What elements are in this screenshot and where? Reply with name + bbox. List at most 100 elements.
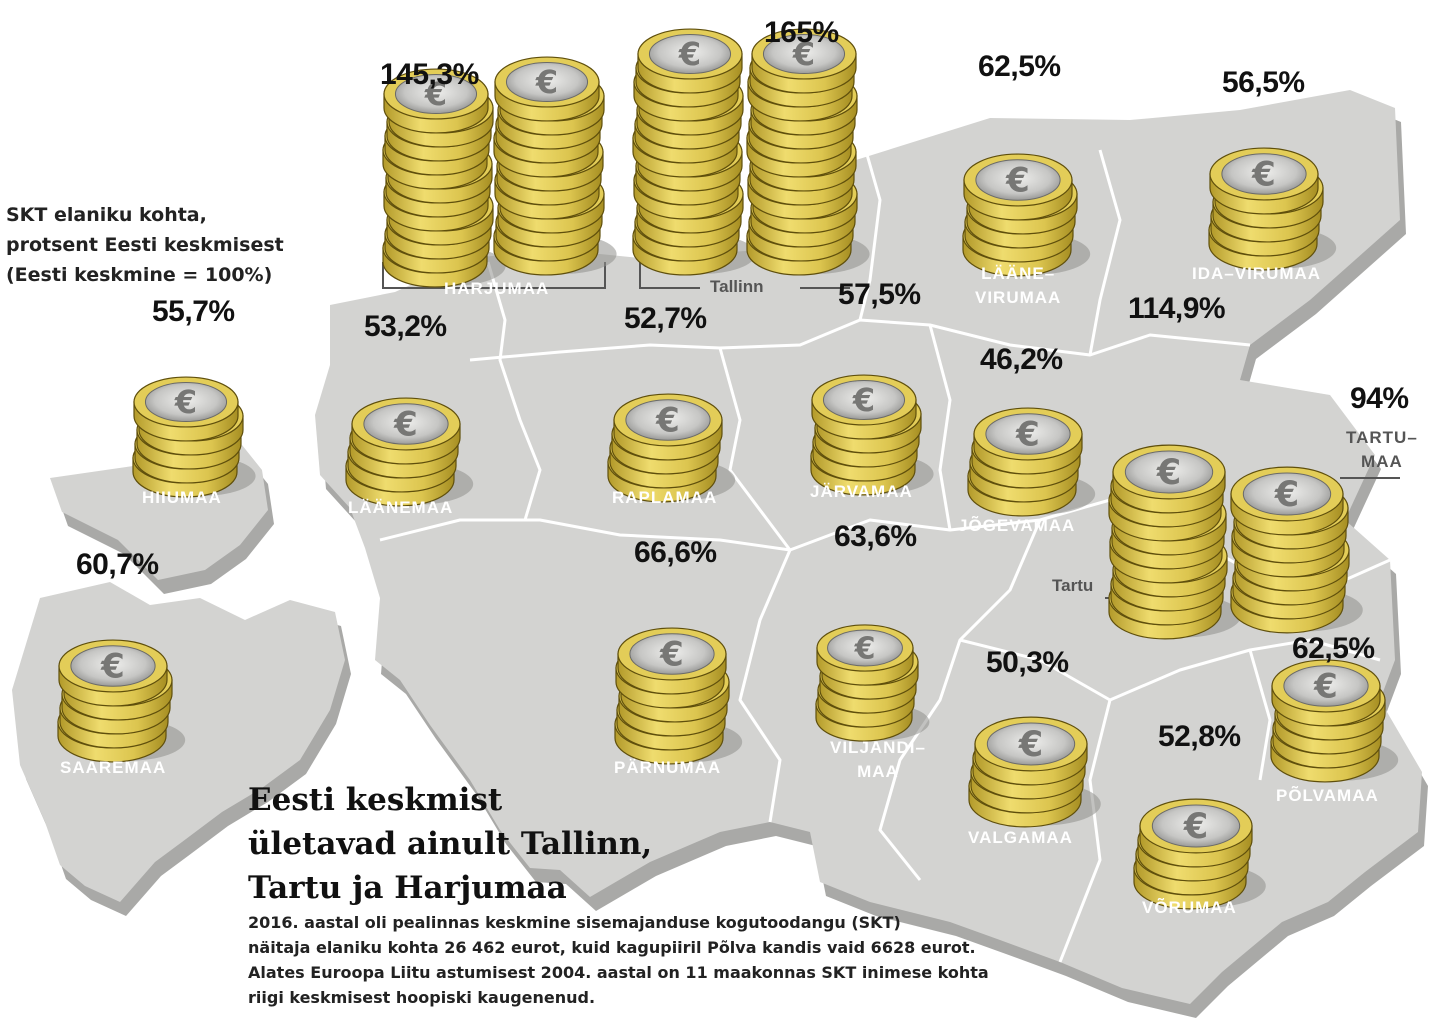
region-label-jarvamaa: JÄRVAMAA	[810, 482, 913, 501]
body-line-2: näitaja elaniku kohta 26 462 eurot, kuid…	[248, 938, 976, 957]
coin-center	[762, 34, 846, 74]
region-label-tartumaa: TARTU– MAA	[1346, 428, 1418, 471]
coin-stack-saaremaa: €	[57, 639, 186, 763]
coin-center	[985, 413, 1071, 455]
region-label-laanemaa: LÄÄNEMAA	[348, 498, 454, 517]
region-label-parnumaa: PÄRNUMAA	[614, 758, 722, 777]
euro-icon: €	[655, 401, 680, 441]
coin-stack-ida-virumaa: €	[1208, 147, 1337, 271]
coin-stack-tartu: €	[1108, 444, 1241, 640]
coin-center	[1242, 472, 1332, 516]
euro-icon: €	[1018, 725, 1043, 765]
euro-icon: €	[393, 405, 418, 445]
coin-stack-harjumaa: €	[382, 68, 506, 288]
euro-icon: €	[424, 75, 447, 113]
coin-center	[822, 380, 906, 420]
body-line-4: riigi keskmisest hoopiski kaugenenud.	[248, 988, 596, 1007]
coin-stack-j-gevamaa: €	[967, 407, 1096, 517]
headline-line-1: Eesti keskmist	[248, 782, 503, 818]
value-label-viljandimaa: 63,6%	[834, 520, 917, 553]
coin-center	[1151, 804, 1241, 848]
euro-icon: €	[174, 383, 197, 421]
euro-icon: €	[1156, 453, 1181, 493]
headline-line-3: Tartu ja Harjumaa	[248, 870, 567, 906]
value-label-jarvamaa: 57,5%	[838, 278, 921, 311]
value-label-jogevamaa: 46,2%	[980, 343, 1063, 376]
coin-stack-j-rvamaa: €	[810, 374, 934, 496]
euro-icon: €	[1274, 475, 1299, 515]
subtitle-line-2: protsent Eesti keskmisest	[6, 234, 284, 256]
headline-line-2: ületavad ainult Tallinn,	[248, 826, 653, 862]
value-label-tartu: 114,9%	[1128, 292, 1226, 325]
region-label-polvamaa: PÕLVAMAA	[1276, 786, 1379, 805]
euro-icon: €	[1313, 667, 1338, 707]
euro-icon: €	[792, 35, 815, 73]
region-label-hiiumaa: HIIUMAA	[142, 488, 222, 507]
coin-stack-harjumaa: €	[493, 56, 617, 276]
value-label-raplamaa: 52,7%	[624, 302, 707, 335]
coin-stacks: € € € € € € € € € € € € € € € € € € €	[57, 28, 1399, 910]
coin-center	[1283, 665, 1369, 707]
coin-stack-l-nemaa: €	[345, 397, 474, 507]
region-label-ida-virumaa: IDA–VIRUMAA	[1192, 264, 1322, 283]
value-label-laanemaa: 53,2%	[364, 310, 447, 343]
coin-center	[505, 62, 589, 102]
city-label-tallinn: Tallinn	[710, 277, 764, 296]
value-label-valgamaa: 50,3%	[986, 646, 1069, 679]
region-label-harjumaa: HARJUMAA	[444, 279, 550, 298]
euro-icon: €	[659, 635, 684, 675]
value-label-ida-virumaa: 56,5%	[1222, 66, 1305, 99]
euro-icon: €	[100, 647, 125, 687]
value-label-saaremaa: 60,7%	[76, 548, 159, 581]
region-label-laane-virumaa: LÄÄNE– VIRUMAA	[975, 264, 1062, 307]
coin-stack-raplamaa: €	[607, 393, 736, 503]
coin-stack-tallinn: €	[746, 28, 870, 276]
euro-icon: €	[1005, 161, 1030, 201]
coin-center	[827, 629, 903, 667]
value-label-laane-virumaa: 62,5%	[978, 50, 1061, 83]
coin-stack-hiiumaa: €	[132, 376, 256, 498]
value-label-vorumaa: 52,8%	[1158, 720, 1241, 753]
coin-stack-tartumaa: €	[1230, 466, 1363, 634]
value-label-parnumaa: 66,6%	[634, 536, 717, 569]
coin-stack-v-rumaa: €	[1133, 798, 1266, 910]
euro-icon: €	[1015, 415, 1040, 455]
coin-stack-viljandimaa: €	[815, 624, 930, 742]
region-label-viljandimaa: VILJANDI– MAA	[830, 738, 926, 781]
euro-icon: €	[1251, 155, 1276, 195]
coin-stack-tallinn: €	[632, 28, 756, 276]
coin-center	[975, 159, 1061, 201]
coin-stack-valgamaa: €	[968, 716, 1101, 828]
coin-stack-p-rnumaa: €	[614, 627, 743, 765]
coin-center	[144, 382, 228, 422]
region-label-raplamaa: RAPLAMAA	[612, 488, 718, 507]
value-label-tallinn: 165%	[764, 16, 839, 49]
euro-icon: €	[854, 631, 876, 666]
coin-stack-l-ne-virumaa: €	[962, 153, 1091, 277]
region-label-jogevamaa: JÕGEVAMAA	[958, 516, 1076, 535]
euro-icon: €	[535, 63, 558, 101]
coin-center	[1124, 450, 1214, 494]
value-label-harjumaa: 145,3%	[380, 58, 479, 91]
euro-icon: €	[678, 35, 701, 73]
coin-stack-p-lvamaa: €	[1270, 659, 1399, 783]
headline: Eesti keskmist ületavad ainult Tallinn, …	[248, 778, 652, 910]
value-label-polvamaa: 62,5%	[1292, 632, 1375, 665]
coin-center	[629, 633, 715, 675]
euro-icon: €	[852, 381, 875, 419]
coin-center	[70, 645, 156, 687]
subtitle-line-1: SKT elaniku kohta,	[6, 204, 207, 226]
euro-icon: €	[1183, 807, 1208, 847]
body-line-1: 2016. aastal oli pealinnas keskmine sise…	[248, 913, 901, 932]
coin-center	[625, 399, 711, 441]
chart-subtitle: SKT elaniku kohta, protsent Eesti keskmi…	[6, 200, 284, 290]
coin-center	[1221, 153, 1307, 195]
region-label-saaremaa: SAAREMAA	[60, 758, 167, 777]
region-label-vorumaa: VÕRUMAA	[1142, 898, 1237, 917]
region-label-valgamaa: VALGAMAA	[968, 828, 1073, 847]
coin-center	[986, 722, 1076, 766]
value-label-tartumaa: 94%	[1350, 382, 1409, 415]
subtitle-line-3: (Eesti keskmine = 100%)	[6, 264, 273, 286]
body-paragraph: 2016. aastal oli pealinnas keskmine sise…	[248, 910, 989, 1010]
